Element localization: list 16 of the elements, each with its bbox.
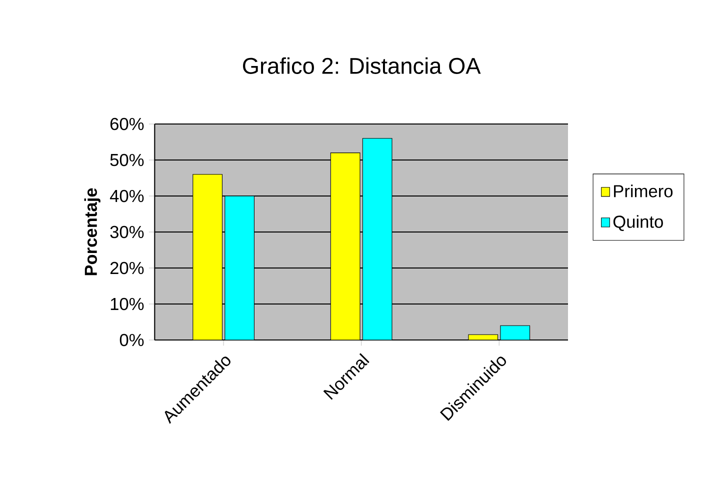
y-tick-label: 60%	[110, 118, 144, 130]
legend-label: Primero	[614, 184, 673, 198]
bar	[224, 196, 254, 340]
y-tick-label: 0%	[120, 334, 144, 346]
bar	[330, 152, 360, 340]
bar	[500, 325, 530, 340]
y-tick-label: 30%	[110, 226, 144, 238]
legend-label: Quinto	[613, 215, 663, 232]
y-tick-label: 20%	[110, 262, 144, 274]
bar	[192, 174, 222, 340]
y-tick-label: 10%	[110, 298, 144, 310]
bar	[362, 138, 392, 340]
chart-title: Grafico 2: Distancia OA	[243, 57, 481, 74]
y-tick-label: 50%	[110, 154, 144, 166]
y-tick-label: 40%	[110, 190, 144, 202]
y-axis-title: Porcentaje	[84, 188, 100, 276]
